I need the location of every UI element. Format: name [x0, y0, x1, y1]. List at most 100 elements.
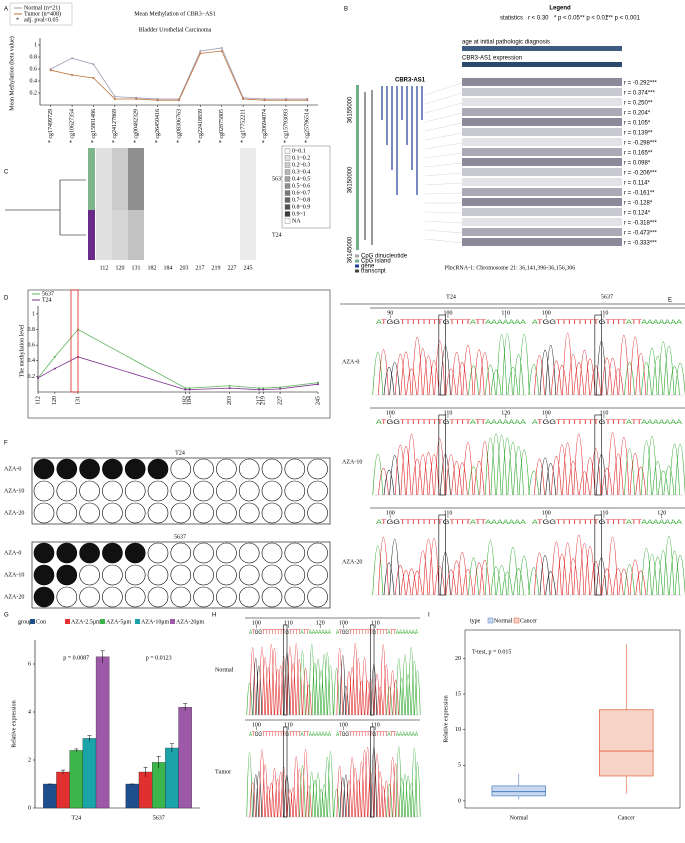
trace-peak — [411, 458, 423, 496]
cpg-site — [261, 480, 283, 502]
x-tick-label: 227 — [277, 396, 283, 405]
legend-label: 0.9~1 — [292, 211, 306, 217]
legend-label: Normal (n=21) — [24, 4, 60, 11]
legend-label: 0.5~0.6 — [292, 183, 310, 189]
trace-peak — [669, 443, 680, 496]
trace-peak — [518, 449, 530, 496]
error-bar — [156, 756, 161, 769]
block-frame — [31, 541, 331, 609]
x-tick-label: * cg22418839 — [198, 109, 204, 143]
error-bar — [183, 703, 188, 711]
position-label: 100 — [252, 620, 261, 626]
cpg-site — [56, 542, 78, 564]
cpg-site — [33, 502, 55, 524]
legend-label: AZA-5μm — [106, 619, 132, 625]
methylation-row — [462, 108, 622, 116]
stat-key: * p < 0.05 — [554, 16, 581, 22]
trace-peak — [657, 470, 669, 496]
legend-label: 0.7~0.8 — [292, 197, 310, 203]
column-title: T24 — [446, 294, 456, 300]
position-label: 100 — [386, 510, 395, 516]
legend-label: AZA-20μm — [176, 619, 205, 625]
bar — [82, 738, 97, 809]
cpg-site — [307, 458, 328, 480]
trace-peak — [349, 666, 356, 716]
legend-label: CpG dinucleotide — [361, 254, 408, 260]
cpg-site — [261, 564, 283, 586]
trace-peak — [456, 462, 468, 496]
cpg-site — [193, 564, 214, 586]
column-label: 219 — [212, 265, 221, 271]
site-box — [438, 414, 446, 496]
correlation: r = 0.139** — [624, 131, 653, 137]
row-label: AZA-20 — [4, 594, 24, 600]
data-point — [306, 99, 309, 102]
cpg-site — [284, 586, 306, 608]
legend-swatch — [355, 254, 359, 258]
cpg-site — [33, 564, 55, 586]
y-tick-label: 0 — [458, 798, 461, 804]
cpg-site — [147, 542, 169, 564]
data-point — [317, 381, 319, 384]
cpg-site — [193, 458, 214, 480]
y-tick-label: 1 — [34, 42, 37, 48]
trace-peak — [417, 348, 429, 396]
connector — [424, 172, 463, 177]
trace-peak — [451, 560, 462, 596]
cpg-site — [216, 542, 237, 564]
legend-label: CpG island — [361, 259, 391, 265]
cpg-site — [124, 586, 146, 608]
trace-peak — [352, 642, 359, 716]
trace-peak — [246, 682, 253, 716]
trace-peak — [590, 365, 602, 396]
cpg-site — [79, 458, 100, 480]
y-tick-label: 15 — [455, 691, 461, 697]
cpg-site — [56, 586, 78, 608]
legend-swatch — [284, 197, 291, 203]
y-tick-label: 0 — [28, 805, 31, 811]
row-label: AZA-10 — [4, 488, 24, 494]
trace-peak — [528, 364, 540, 396]
trace-peak — [246, 752, 253, 818]
correlation: r = -0.333*** — [624, 241, 658, 247]
trace-peak — [624, 564, 635, 596]
cpg-site — [124, 458, 146, 480]
trace-peak — [635, 570, 647, 596]
cpg-site — [216, 480, 237, 502]
y-tick-label: 0.8 — [30, 54, 38, 60]
trace-peak — [545, 344, 557, 396]
correlation: r = 0.114* — [624, 181, 650, 187]
trace-peak — [652, 461, 664, 496]
site-box — [369, 624, 375, 716]
trace-peak — [265, 667, 272, 716]
x-tick-label: * cg24127869 — [112, 109, 118, 143]
data-point — [184, 388, 187, 391]
connector — [424, 152, 463, 159]
data-point — [37, 376, 39, 379]
legend-swatch — [284, 211, 291, 217]
cpg-site — [102, 542, 123, 564]
trace-peak — [392, 679, 399, 716]
methylation-row — [462, 218, 622, 226]
trace-peak — [321, 784, 328, 818]
legend-label: Con — [36, 619, 46, 625]
cpg-site — [170, 564, 192, 586]
cpg-site — [33, 480, 55, 502]
position-label: 100 — [542, 310, 551, 316]
position-label: 100 — [443, 310, 452, 316]
legend-swatch — [487, 617, 494, 624]
correlation: r = 0.098* — [624, 161, 651, 167]
cpg-site — [170, 458, 192, 480]
connector — [424, 112, 463, 123]
legend-swatch — [284, 204, 291, 210]
trace-peak — [545, 571, 557, 596]
x-tick-label: * cg08306763 — [176, 109, 182, 143]
cpg-site — [170, 586, 192, 608]
trace-peak — [258, 749, 266, 818]
cpg-site — [307, 564, 328, 586]
data-point — [279, 386, 282, 389]
trace-peak — [327, 751, 334, 818]
row-label: AZA-0 — [4, 550, 21, 556]
